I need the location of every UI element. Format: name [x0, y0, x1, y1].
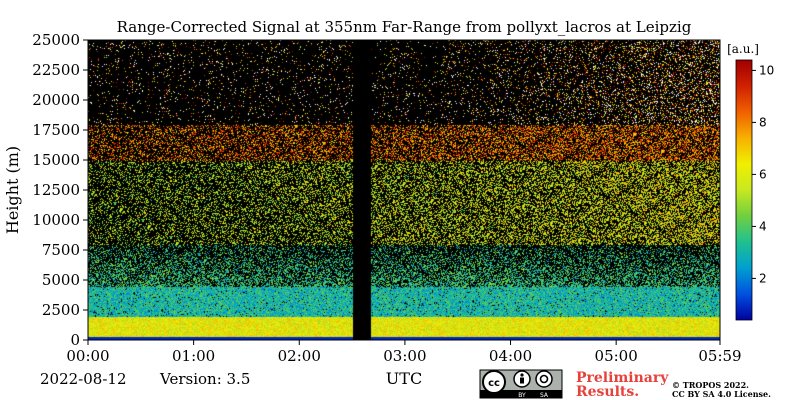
sa-icon: [535, 370, 553, 388]
cc-icon: cc: [482, 370, 506, 394]
colorbar: [a.u.] 2 4 6 8 10: [727, 42, 774, 321]
version-label: Version: 3.5: [159, 370, 250, 388]
badge-by-label: BY: [518, 392, 526, 399]
y-tick-label: 7500: [42, 241, 80, 259]
x-tick-label: 03:00: [383, 347, 426, 365]
x-tick-label: 05:00: [595, 347, 638, 365]
colorbar-ticks: 2 4 6 8 10: [752, 63, 774, 285]
colorbar-tick-label: 4: [759, 219, 767, 233]
preliminary-line2: Results.: [576, 384, 639, 400]
colorbar-gradient: [735, 59, 753, 321]
y-axis-label: Height (m): [3, 146, 22, 234]
badge-sa-label: SA: [540, 392, 549, 399]
y-tick-label: 15000: [32, 151, 80, 169]
copyright-line2: CC BY SA 4.0 License.: [672, 389, 771, 399]
y-tick-label: 0: [70, 331, 80, 349]
colorbar-tick-label: 6: [759, 167, 767, 181]
y-tick-label: 25000: [32, 31, 80, 49]
svg-text:cc: cc: [488, 378, 500, 389]
copyright-line1: © TROPOS 2022.: [672, 380, 749, 390]
date-label: 2022-08-12: [40, 370, 126, 388]
x-axis-label: UTC: [386, 369, 422, 388]
license-badge[interactable]: cc BY SA: [479, 369, 563, 399]
colorbar-tick-label: 8: [759, 115, 767, 129]
y-tick-label: 2500: [42, 301, 80, 319]
colorbar-tick-label: 2: [759, 271, 767, 285]
x-tick-label: 05:59: [698, 347, 741, 365]
x-axis: 00:00 01:00 02:00 03:00 04:00 05:00 05:59: [66, 340, 742, 365]
preliminary-line1: Preliminary: [576, 370, 669, 386]
heatmap-raster: [88, 40, 720, 340]
y-tick-label: 12500: [32, 181, 80, 199]
colorbar-unit: [a.u.]: [727, 42, 759, 56]
x-tick-label: 02:00: [278, 347, 321, 365]
y-tick-label: 20000: [32, 91, 80, 109]
plot-area: [87, 39, 721, 341]
x-tick-label: 00:00: [66, 347, 109, 365]
by-icon: [513, 370, 531, 388]
y-tick-label: 10000: [32, 211, 80, 229]
y-tick-label: 17500: [32, 121, 80, 139]
x-tick-label: 04:00: [489, 347, 532, 365]
y-axis: 0 2500 5000 7500 10000 12500 15000 17500 20000 22…: [32, 31, 88, 349]
x-tick-label: 01:00: [172, 347, 215, 365]
y-tick-label: 22500: [32, 61, 80, 79]
y-tick-label: 5000: [42, 271, 80, 289]
chart-title: Range-Corrected Signal at 355nm Far-Rang…: [117, 18, 692, 36]
colorbar-tick-label: 10: [759, 63, 774, 77]
